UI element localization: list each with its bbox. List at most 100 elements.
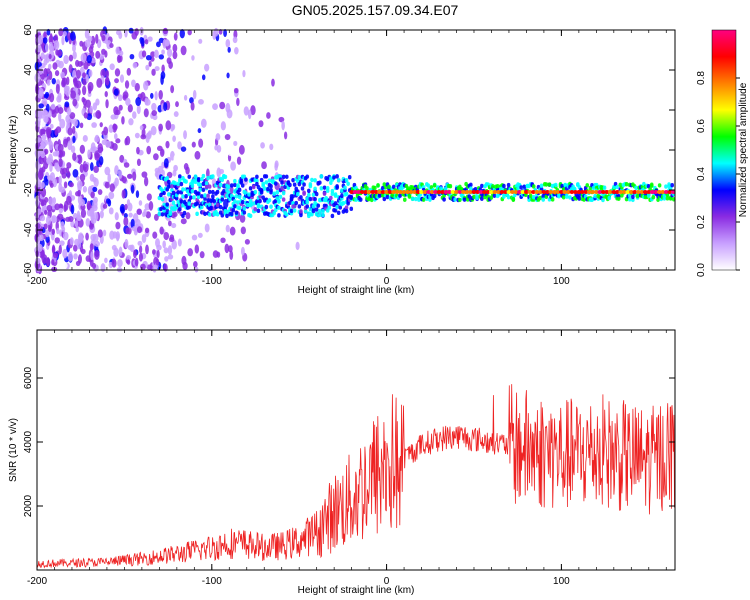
noise-speckle (143, 108, 149, 118)
noise-speckle (109, 63, 115, 71)
noise-speckle (153, 49, 159, 59)
noise-speckle (185, 212, 191, 220)
spectrogram-x-tick-label: -100 (202, 276, 222, 287)
carrier-cell (597, 190, 603, 194)
noise-speckle (261, 161, 267, 170)
noise-speckle (70, 204, 75, 215)
noise-speckle (69, 237, 74, 246)
spectrogram-background (37, 30, 675, 270)
signal-cell (336, 178, 341, 183)
signal-cell (563, 182, 568, 188)
signal-cell (242, 206, 247, 211)
signal-cell (192, 195, 196, 200)
signal-cell (657, 183, 662, 188)
noise-speckle (47, 138, 52, 146)
noise-speckle (271, 78, 275, 87)
noise-speckle (134, 132, 140, 139)
noise-speckle (115, 46, 120, 55)
signal-cell (250, 201, 254, 207)
noise-speckle (56, 227, 60, 235)
noise-speckle (90, 251, 94, 261)
signal-cell (491, 184, 495, 189)
noise-speckle (144, 227, 150, 234)
signal-cell (171, 200, 176, 205)
noise-speckle (187, 29, 192, 36)
noise-speckle (49, 92, 55, 103)
signal-cell (329, 195, 333, 201)
noise-speckle (66, 76, 70, 86)
noise-speckle (61, 226, 66, 233)
signal-cell (187, 201, 192, 206)
noise-speckle (72, 135, 76, 144)
noise-speckle (212, 250, 219, 258)
signal-cell (432, 193, 437, 199)
carrier-cell (583, 190, 589, 194)
carrier-cell (408, 190, 414, 194)
noise-speckle (80, 208, 87, 218)
signal-cell (307, 188, 311, 194)
noise-speckle (76, 239, 81, 250)
noise-speckle (52, 62, 58, 70)
noise-speckle (138, 252, 143, 262)
carrier-cell (590, 190, 596, 194)
noise-speckle (240, 226, 246, 235)
noise-speckle (236, 97, 240, 107)
noise-speckle (68, 215, 74, 222)
signal-cell (233, 178, 237, 184)
noise-speckle (295, 241, 300, 251)
signal-cell (262, 186, 267, 191)
signal-cell (347, 175, 352, 180)
signal-cell (251, 184, 256, 190)
noise-speckle (70, 31, 76, 42)
snr-y-tick-label: 4000 (23, 430, 34, 453)
noise-speckle (118, 32, 123, 40)
snr-x-tick-label: 0 (384, 576, 390, 587)
noise-speckle (128, 118, 134, 126)
signal-cell (462, 197, 467, 202)
signal-cell (467, 194, 472, 199)
signal-cell (256, 208, 261, 214)
signal-cell (291, 177, 295, 183)
noise-speckle (193, 261, 198, 268)
snr-x-tick-label: -200 (27, 576, 47, 587)
noise-speckle (183, 163, 189, 171)
carrier-cell (628, 190, 634, 194)
signal-cell (480, 183, 484, 189)
signal-cell (244, 177, 248, 182)
noise-speckle (45, 103, 50, 113)
noise-speckle (61, 35, 65, 46)
noise-speckle (48, 54, 52, 60)
noise-speckle (240, 246, 245, 256)
noise-speckle (173, 111, 179, 117)
signal-cell (207, 184, 212, 189)
noise-speckle (85, 217, 91, 227)
signal-cell (421, 197, 426, 202)
signal-cell (179, 199, 184, 204)
noise-speckle (198, 138, 204, 148)
signal-cell (295, 191, 300, 197)
carrier-cell (436, 190, 442, 194)
carrier-cell (391, 190, 396, 194)
noise-speckle (72, 44, 76, 52)
noise-speckle (72, 51, 77, 60)
signal-cell (319, 174, 324, 179)
signal-cell (443, 186, 448, 191)
noise-speckle (199, 251, 205, 259)
signal-cell (354, 197, 358, 202)
colorbar-label: Normalized spectral amplitude (738, 82, 749, 217)
noise-speckle (51, 109, 57, 118)
noise-speckle (40, 181, 45, 189)
noise-speckle (133, 249, 137, 259)
carrier-cell (614, 190, 620, 194)
noise-speckle (62, 231, 69, 241)
noise-speckle (158, 54, 165, 60)
noise-speckle (105, 70, 110, 78)
signal-cell (237, 205, 242, 211)
signal-cell (380, 193, 385, 198)
signal-cell (233, 204, 237, 209)
signal-cell (277, 205, 281, 210)
signal-cell (203, 211, 207, 216)
signal-cell (160, 197, 165, 202)
signal-cell (333, 208, 338, 213)
